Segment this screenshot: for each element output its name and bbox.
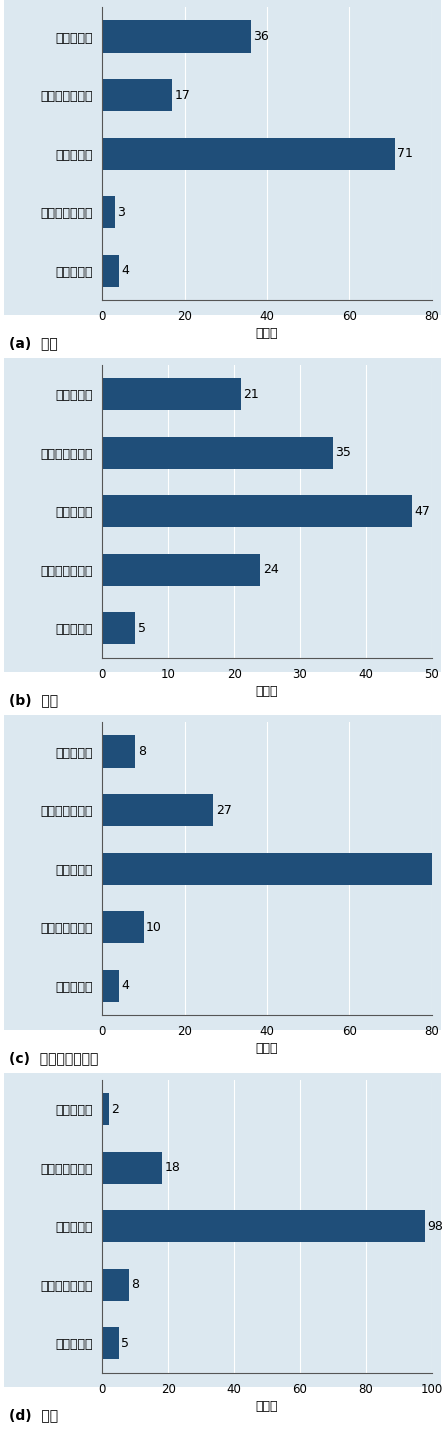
Bar	[102, 79, 172, 112]
Bar	[102, 436, 333, 469]
Text: (b)  価格: (b) 価格	[9, 694, 58, 708]
X-axis label: 企業数: 企業数	[256, 1042, 278, 1055]
Bar	[102, 378, 241, 410]
Bar	[102, 735, 135, 768]
Bar	[102, 1151, 162, 1184]
Text: 4: 4	[121, 980, 129, 992]
Text: 10: 10	[146, 921, 162, 934]
Bar	[102, 852, 444, 885]
Text: (d)  品質: (d) 品質	[9, 1409, 58, 1423]
Text: 5: 5	[121, 1337, 129, 1350]
Bar	[102, 970, 119, 1002]
Text: 4: 4	[121, 265, 129, 277]
Bar	[102, 137, 395, 170]
Text: 5: 5	[138, 622, 146, 635]
Bar	[102, 255, 119, 287]
Text: 35: 35	[336, 446, 352, 459]
Text: 71: 71	[397, 147, 413, 160]
Text: 3: 3	[117, 206, 125, 219]
Text: 24: 24	[263, 563, 279, 576]
Text: 2: 2	[112, 1103, 119, 1115]
Bar	[102, 911, 144, 944]
Text: (a)  距離: (a) 距離	[9, 336, 58, 350]
Text: 36: 36	[253, 30, 269, 43]
Bar	[102, 1210, 425, 1243]
Text: 18: 18	[164, 1161, 180, 1174]
Text: 98: 98	[428, 1220, 444, 1233]
Bar	[102, 1093, 109, 1125]
Text: 21: 21	[243, 388, 259, 400]
Text: 27: 27	[216, 804, 232, 817]
Bar	[102, 1327, 119, 1360]
X-axis label: 企業数: 企業数	[256, 685, 278, 698]
Bar	[102, 794, 214, 827]
Text: 47: 47	[415, 505, 430, 518]
Bar	[102, 1268, 129, 1301]
Bar	[102, 553, 260, 586]
X-axis label: 企業数: 企業数	[256, 327, 278, 340]
Text: (c)  納品頻度・速度: (c) 納品頻度・速度	[9, 1051, 98, 1065]
Text: 17: 17	[175, 89, 191, 102]
Bar	[102, 20, 251, 53]
Text: 8: 8	[138, 745, 146, 758]
Bar	[102, 196, 115, 229]
Bar	[102, 612, 135, 645]
Text: 8: 8	[131, 1278, 139, 1291]
Bar	[102, 495, 412, 528]
X-axis label: 企業数: 企業数	[256, 1400, 278, 1413]
